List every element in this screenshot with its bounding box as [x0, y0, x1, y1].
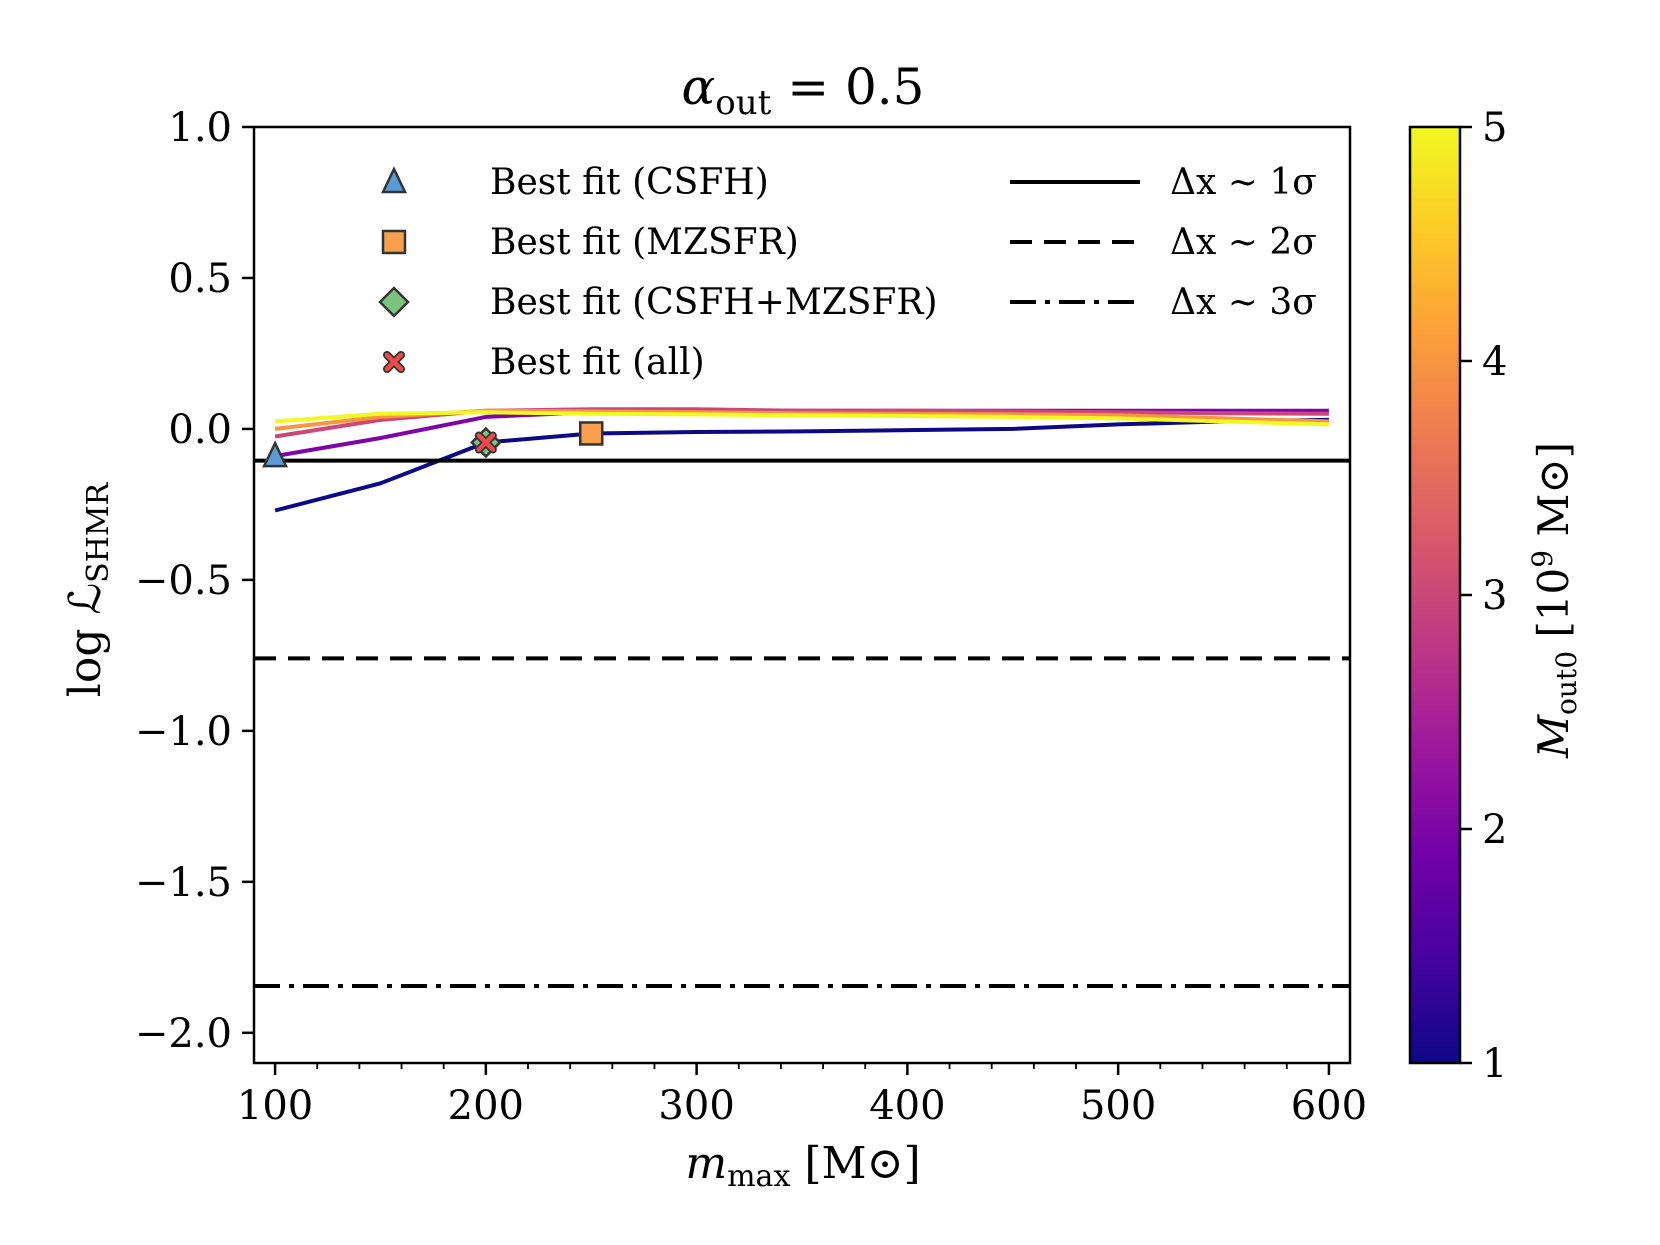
colorbar-ticks: 1 2 3 4 5	[1460, 105, 1507, 1087]
legend-label: Best fit (all)	[490, 342, 705, 383]
colorbar-tick-label: 4	[1482, 339, 1507, 385]
y-tick-label: −2.0	[135, 1011, 232, 1057]
series-layer	[274, 407, 1329, 513]
x-tick-label: 500	[1080, 1083, 1156, 1129]
y-axis-label: log ℒSHMR	[60, 481, 116, 697]
series-line-1	[274, 417, 1329, 513]
legend-lines: Δx ∼ 1σ Δx ∼ 2σ Δx ∼ 3σ	[1010, 162, 1317, 323]
colorbar	[1408, 125, 1462, 1065]
y-tick-label: 0.0	[168, 407, 232, 453]
marker-triangle	[262, 440, 289, 468]
legend-line-label: Δx ∼ 3σ	[1170, 282, 1317, 323]
reference-lines	[254, 458, 1350, 989]
marker-x	[474, 431, 497, 454]
y-axis-ticks: 1.0 0.5 0.0 −0.5 −1.0 −1.5 −2.0	[135, 105, 254, 1057]
colorbar-tick-label: 3	[1482, 573, 1507, 619]
x-tick-label: 300	[658, 1083, 734, 1129]
legend-label: Best fit (CSFH+MZSFR)	[490, 282, 938, 323]
marker-square	[578, 421, 604, 446]
y-tick-label: 1.0	[168, 105, 232, 151]
x-tick-label: 200	[448, 1083, 524, 1129]
legend-marker-x	[383, 351, 405, 373]
y-tick-label: −1.5	[135, 860, 232, 906]
best-fit-markers	[262, 421, 604, 468]
y-tick-label: 0.5	[168, 256, 232, 302]
y-tick-label: −1.0	[135, 709, 232, 755]
colorbar-tick-label: 2	[1482, 807, 1507, 853]
series-line-5	[274, 410, 1329, 427]
chart-title: αout = 0.5	[682, 58, 925, 123]
legend-line-label: Δx ∼ 2σ	[1170, 222, 1317, 263]
x-tick-label: 100	[237, 1083, 313, 1129]
y-tick-label: −0.5	[135, 558, 232, 604]
x-tick-label: 400	[869, 1083, 945, 1129]
legend-line-label: Δx ∼ 1σ	[1170, 162, 1317, 203]
x-axis-label: mmax [M⊙]	[685, 1138, 920, 1194]
legend-marker-square	[381, 229, 407, 255]
legend-marker-diamond	[378, 286, 410, 318]
colorbar-tick-label: 1	[1482, 1041, 1507, 1087]
legend-marker-triangle	[381, 166, 407, 194]
legend-markers: Best fit (CSFH) Best fit (MZSFR) Best fit …	[378, 162, 938, 383]
colorbar-tick-label: 5	[1482, 105, 1507, 151]
x-tick-label: 600	[1291, 1083, 1367, 1129]
colorbar-label: Mout0 [109 M⊙]	[1526, 442, 1583, 759]
legend-label: Best fit (CSFH)	[490, 162, 769, 203]
x-axis-ticks: 100 200 300 400 500 600	[237, 1063, 1367, 1129]
legend-label: Best fit (MZSFR)	[490, 222, 799, 263]
plot-frame	[252, 125, 1352, 1065]
